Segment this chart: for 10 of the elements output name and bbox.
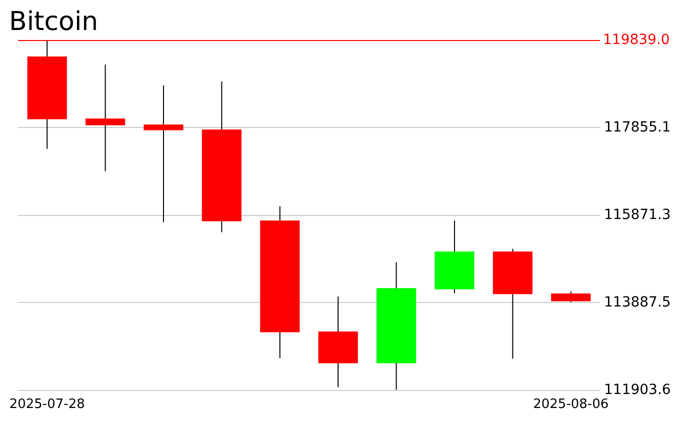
y-tick-label: 111903.6 (604, 382, 671, 398)
x-tick-label: 2025-08-06 (533, 397, 609, 412)
y-tick-label: 113887.5 (604, 294, 671, 310)
candlestick (86, 64, 126, 172)
y-tick-label: 117855.1 (604, 120, 671, 136)
candlestick (144, 85, 184, 223)
chart-title: Bitcoin (9, 7, 98, 37)
ref-line-label: 119839.0 (603, 32, 670, 48)
y-tick-label: 115871.3 (604, 207, 671, 223)
x-tick-label: 2025-07-28 (9, 397, 85, 412)
